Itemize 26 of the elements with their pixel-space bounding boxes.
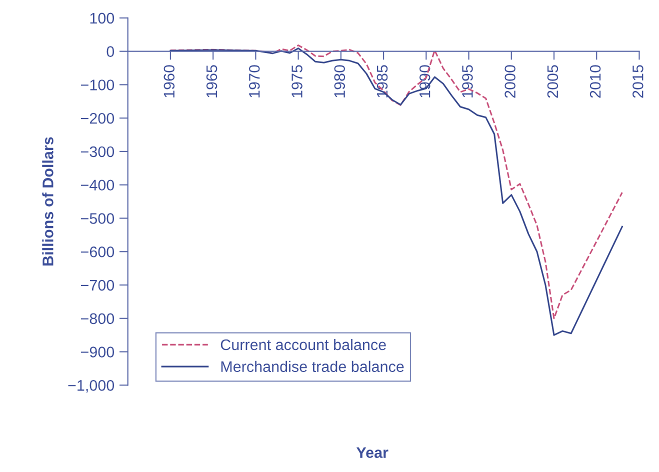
y-tick-label: 0 — [106, 46, 114, 58]
x-tick-label: 1960 — [164, 65, 175, 98]
x-tick-label: 2000 — [504, 65, 516, 98]
y-tick-label: −1,000 — [68, 380, 114, 393]
y-tick-label: −400 — [80, 180, 114, 191]
x-axis-title: Year — [356, 447, 388, 458]
y-tick-label: −100 — [80, 80, 114, 90]
y-tick-label: 100 — [90, 12, 114, 24]
x-tick-label: 1975 — [292, 65, 302, 98]
x-tick-label: 1970 — [248, 65, 260, 98]
y-tick-label: −600 — [80, 246, 114, 258]
y-tick-label: −500 — [80, 213, 114, 224]
y-tick-label: −700 — [80, 280, 114, 291]
legend-label: Current account balance — [220, 338, 386, 350]
x-tick-label: 2010 — [590, 65, 601, 98]
y-tick-label: −800 — [80, 313, 114, 324]
y-tick-label: −300 — [80, 146, 114, 158]
y-tick-label: −900 — [80, 346, 114, 358]
y-tick-label: −200 — [80, 112, 114, 124]
x-tick-label: 1980 — [334, 65, 346, 98]
y-axis-title: Billions of Dollars — [42, 137, 54, 266]
x-tick-label: 1965 — [206, 65, 218, 98]
x-tick-label: 2005 — [547, 65, 558, 98]
legend-label: Merchandise trade balance — [221, 360, 404, 372]
x-tick-label: 2015 — [632, 65, 644, 98]
x-tick-label: 1995 — [462, 65, 473, 98]
